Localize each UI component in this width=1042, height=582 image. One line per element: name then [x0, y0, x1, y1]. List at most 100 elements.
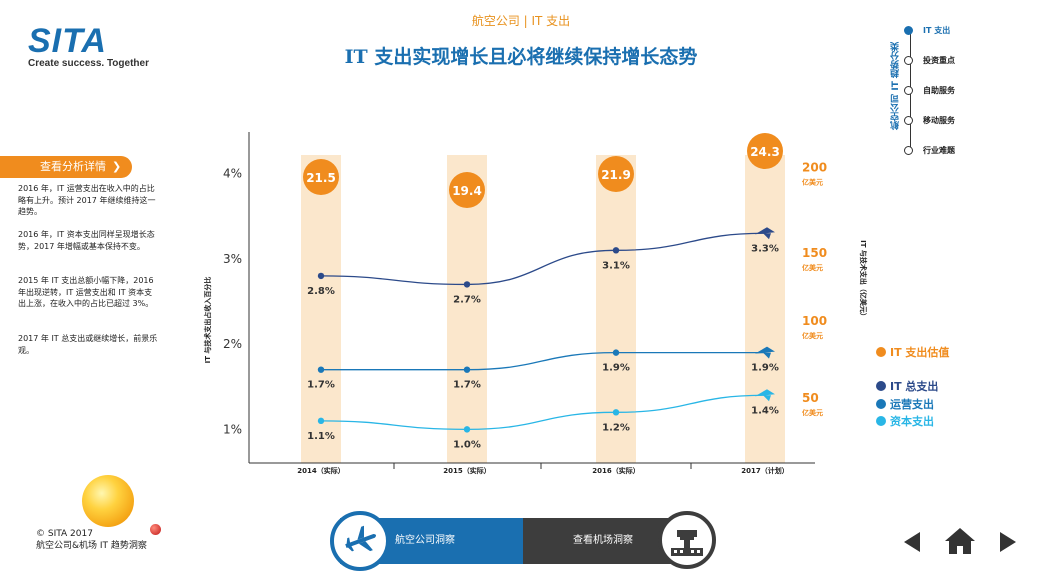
operating-point [317, 366, 325, 373]
right-tick-unit: 亿美元 [802, 263, 823, 272]
airplane-icon-button[interactable] [330, 511, 390, 571]
nav-dot-investment[interactable] [904, 56, 913, 65]
previous-arrow-icon[interactable] [900, 530, 922, 554]
capital-point [317, 417, 325, 425]
x-tick-label: 2014（实际） [297, 466, 344, 475]
analysis-paragraph: 2016 年，IT 资本支出同样呈现增长态势，2017 年增幅或基本保持不变。 [18, 230, 155, 251]
airport-tower-icon [671, 530, 703, 556]
y-axis-title-left: IT 与技术支出占收入百分比 [203, 277, 212, 364]
total-plane-marker [755, 227, 775, 240]
estimate-label: 21.5 [306, 171, 336, 185]
nav-item-challenges[interactable]: 行业难题 [923, 146, 955, 155]
y-tick-label: 4% [223, 167, 242, 181]
right-tick-unit: 亿美元 [802, 331, 823, 340]
capital-point [463, 426, 471, 433]
nav-item-mobile[interactable]: 移动服务 [923, 116, 955, 125]
total-data-label: 2.8% [307, 286, 335, 297]
next-arrow-icon[interactable] [998, 530, 1020, 554]
estimate-circle [303, 159, 339, 195]
airport-insights-tab[interactable]: 查看机场洞察 [523, 518, 683, 564]
right-tick-value: 100 [802, 314, 827, 328]
airplane-icon [345, 525, 377, 552]
operating-data-label: 1.7% [307, 380, 335, 391]
red-dot-icon [150, 524, 161, 535]
legend-label: 资本支出 [890, 415, 934, 428]
nav-dot-challenges[interactable] [904, 146, 913, 155]
estimate-label: 21.9 [601, 168, 631, 182]
analysis-paragraph: 2017 年 IT 总支出或继续增长，前景乐观。 [18, 334, 158, 355]
y-tick-label: 1% [223, 422, 242, 436]
sita-logo: SITA [28, 22, 107, 60]
legend-label: IT 支出估值 [890, 346, 950, 359]
nav-item-self-service[interactable]: 自助服务 [923, 86, 955, 95]
legend-swatch [876, 399, 886, 409]
legend-operating: 运营支出 [876, 396, 934, 412]
right-tick-value: 200 [802, 161, 827, 175]
x-tick-label: 2015（实际） [443, 466, 490, 475]
total-data-label: 3.1% [602, 260, 630, 271]
estimate-circle [747, 133, 783, 169]
nav-item-it-spending[interactable]: IT 支出 [923, 26, 951, 35]
capital-data-label: 1.4% [751, 405, 779, 416]
legend-estimate: IT 支出估值 [876, 344, 949, 360]
page-title: IT 支出实现增长且必将继续保持增长态势 [344, 46, 698, 68]
y-axis-title-right: IT 与技术支出（亿美元） [859, 240, 868, 320]
estimate-circle [598, 156, 634, 192]
total-point [612, 247, 620, 254]
capital-data-label: 1.2% [602, 422, 630, 433]
footer-subtitle: 航空公司&机场 IT 趋势洞察 [36, 541, 147, 551]
operating-point [463, 366, 471, 373]
analysis-paragraph: 2015 年 IT 支出总额小幅下降，2016 年出现逆转，IT 运营支出和 I… [18, 276, 154, 308]
copyright-text: © SITA 2017 [36, 529, 93, 539]
nav-dot-self-service[interactable] [904, 86, 913, 95]
right-tick-unit: 亿美元 [802, 178, 823, 187]
capital-data-label: 1.1% [307, 431, 335, 442]
operating-plane-marker [755, 346, 775, 359]
x-tick-label: 2017（计划） [741, 466, 788, 475]
capital-data-label: 1.0% [453, 439, 481, 450]
x-tick-label: 2016（实际） [592, 466, 639, 475]
operating-series-line [321, 351, 765, 371]
chevron-right-icon: ❯ [112, 160, 122, 173]
operating-data-label: 1.9% [751, 363, 779, 374]
legend-total: IT 总支出 [876, 378, 938, 394]
airport-tower-icon-button[interactable] [658, 511, 716, 569]
nav-item-investment[interactable]: 投资重点 [923, 56, 955, 65]
breadcrumb[interactable]: 航空公司 | IT 支出 [471, 14, 571, 28]
legend-swatch [876, 416, 886, 426]
bottom-tab-bar: 航空公司洞察 查看机场洞察 [340, 518, 700, 564]
total-data-label: 2.7% [453, 294, 481, 305]
right-tick-value: 150 [802, 246, 827, 260]
estimate-label: 24.3 [750, 145, 780, 159]
analysis-paragraph: 2016 年，IT 运营支出在收入中的占比略有上升。预计 2017 年继续维持这… [18, 184, 156, 216]
logo-tagline: Create success. Together [28, 58, 149, 69]
view-analysis-label: 查看分析详情 [40, 160, 106, 173]
view-analysis-button[interactable]: 查看分析详情 ❯ [0, 156, 132, 178]
capital-plane-marker [755, 389, 775, 402]
estimate-circle [449, 172, 485, 208]
nav-dot-it-spending[interactable] [904, 26, 913, 35]
total-data-label: 3.3% [751, 243, 779, 254]
nav-dot-mobile[interactable] [904, 116, 913, 125]
estimate-bar [596, 155, 636, 463]
operating-data-label: 1.9% [602, 363, 630, 374]
estimate-label: 19.4 [452, 184, 482, 198]
operating-data-label: 1.7% [453, 380, 481, 391]
right-tick-value: 50 [802, 391, 819, 405]
sita-orb-icon [82, 475, 134, 527]
it-spending-chart: 1% 2% 3% 4% 2014（实际） 2015（实际） 2016（实际） 2017（计划）… [203, 132, 868, 475]
legend-swatch [876, 381, 886, 391]
y-tick-label: 3% [223, 252, 242, 266]
operating-point [612, 349, 620, 356]
y-tick-label: 2% [223, 337, 242, 351]
right-tick-unit: 亿美元 [802, 408, 823, 417]
trend-categories-title: 航空公司 IT 趋势分类 [891, 42, 901, 130]
footer-copyright: © SITA 2017 航空公司&机场 IT 趋势洞察 [36, 528, 147, 552]
legend-label: IT 总支出 [890, 380, 939, 393]
total-point [463, 281, 471, 288]
legend-label: 运营支出 [890, 398, 934, 411]
capital-point [612, 409, 620, 416]
legend-capital: 资本支出 [876, 413, 934, 429]
estimate-bar [745, 155, 785, 463]
home-icon[interactable] [944, 526, 976, 556]
